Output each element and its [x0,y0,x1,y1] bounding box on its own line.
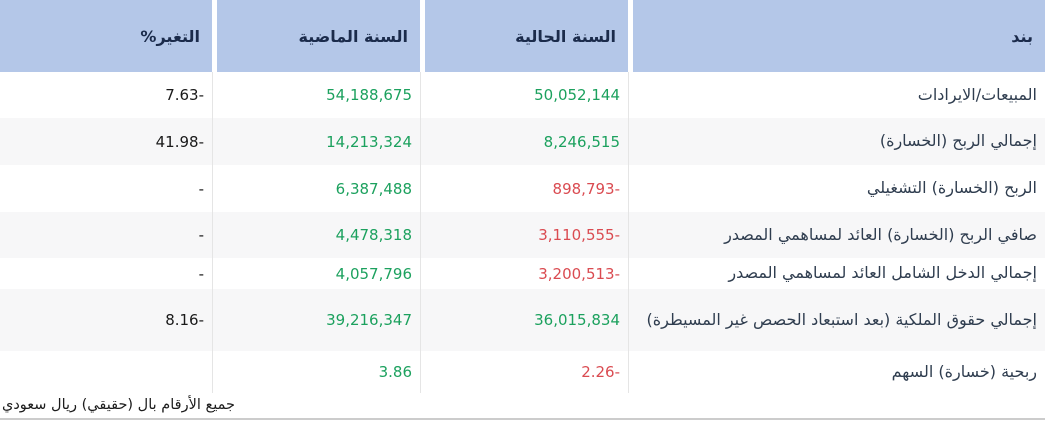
cell-current-year-value: 3,200,513- [420,258,628,289]
cell-change-pct-value: 41.98- [0,118,212,165]
table-row: الربح (الخسارة) التشغيلي 898,793- 6,387,… [0,165,1045,212]
cell-previous-year-value: 54,188,675 [212,72,420,118]
table-row: المبيعات/الايرادات 50,052,144 54,188,675… [0,72,1045,118]
table-row: ربحية (خسارة) السهم 2.26- 3.86 [0,351,1045,393]
cell-previous-year-value: 4,478,318 [212,212,420,258]
column-header-item: بند [628,0,1045,72]
cell-current-year-value: 3,110,555- [420,212,628,258]
cell-current-year-value: 50,052,144 [420,72,628,118]
cell-item-label: إجمالي حقوق الملكية (بعد استبعاد الحصص غ… [628,289,1045,351]
table-row: إجمالي حقوق الملكية (بعد استبعاد الحصص غ… [0,289,1045,351]
cell-previous-year-value: 6,387,488 [212,165,420,212]
cell-current-year-value: 2.26- [420,351,628,393]
column-header-previous-year: السنة الماضية [212,0,420,72]
header-row: بند السنة الحالية السنة الماضية التغير% [0,0,1045,72]
cell-current-year-value: 36,015,834 [420,289,628,351]
cell-previous-year-value: 3.86 [212,351,420,393]
cell-change-pct-value: - [0,212,212,258]
cell-change-pct-value: 8.16- [0,289,212,351]
bottom-divider [0,418,1045,420]
cell-previous-year-value: 39,216,347 [212,289,420,351]
cell-previous-year-value: 14,213,324 [212,118,420,165]
cell-previous-year-value: 4,057,796 [212,258,420,289]
table-header: بند السنة الحالية السنة الماضية التغير% [0,0,1045,72]
column-header-change-pct: التغير% [0,0,212,72]
table-row: إجمالي الدخل الشامل العائد لمساهمي المصد… [0,258,1045,289]
column-header-current-year: السنة الحالية [420,0,628,72]
cell-item-label: إجمالي الربح (الخسارة) [628,118,1045,165]
cell-item-label: المبيعات/الايرادات [628,72,1045,118]
cell-change-pct-value: 7.63- [0,72,212,118]
cell-change-pct-value: - [0,165,212,212]
table-row: إجمالي الربح (الخسارة) 8,246,515 14,213,… [0,118,1045,165]
financials-table: بند السنة الحالية السنة الماضية التغير% … [0,0,1045,393]
cell-item-label: صافي الربح (الخسارة) العائد لمساهمي المص… [628,212,1045,258]
currency-note: جميع الأرقام بال (حقيقي) ريال سعودي [2,397,235,413]
table-row: صافي الربح (الخسارة) العائد لمساهمي المص… [0,212,1045,258]
cell-current-year-value: 898,793- [420,165,628,212]
cell-current-year-value: 8,246,515 [420,118,628,165]
cell-item-label: ربحية (خسارة) السهم [628,351,1045,393]
cell-item-label: الربح (الخسارة) التشغيلي [628,165,1045,212]
cell-change-pct-value [0,351,212,393]
cell-item-label: إجمالي الدخل الشامل العائد لمساهمي المصد… [628,258,1045,289]
cell-change-pct-value: - [0,258,212,289]
table-body: المبيعات/الايرادات 50,052,144 54,188,675… [0,72,1045,393]
